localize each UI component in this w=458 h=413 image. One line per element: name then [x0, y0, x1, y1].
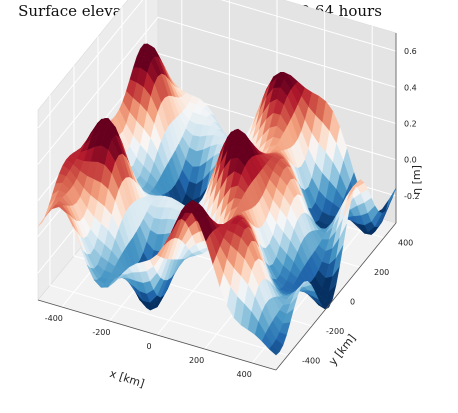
x-tick-label: 0 [146, 342, 151, 351]
z-tick-label: -0.2 [404, 192, 420, 201]
y-tick-label: 200 [374, 268, 389, 277]
grid-line-z [37, 0, 397, 129]
surface-patch [268, 344, 280, 356]
y-axis-line [275, 222, 397, 371]
z-axis-label: η [m] [410, 165, 423, 195]
x-tick-label: -200 [92, 328, 110, 337]
z-tick-label: 0.4 [404, 83, 417, 92]
axes-lines [37, 33, 397, 371]
z-tick-label: 0.2 [404, 119, 417, 128]
y-axis-label: y [km] [326, 332, 358, 368]
y-tick-label: -200 [326, 327, 344, 336]
x-tick-label: -400 [45, 314, 63, 323]
y-tick-label: 400 [398, 239, 413, 248]
x-axis-line [37, 299, 277, 371]
x-tick-label: 200 [189, 356, 204, 365]
grid-line-y [49, 95, 289, 356]
surface-mesh [37, 43, 397, 356]
z-tick-label: 0.0 [404, 156, 417, 165]
y-tick-label: 0 [350, 298, 355, 307]
y-tick-label: -400 [302, 356, 320, 365]
x-tick-label: 400 [237, 370, 252, 379]
z-tick-label: 0.6 [404, 47, 417, 56]
x-axis-label: x [km] [108, 367, 146, 390]
grid-line-z [37, 16, 397, 165]
